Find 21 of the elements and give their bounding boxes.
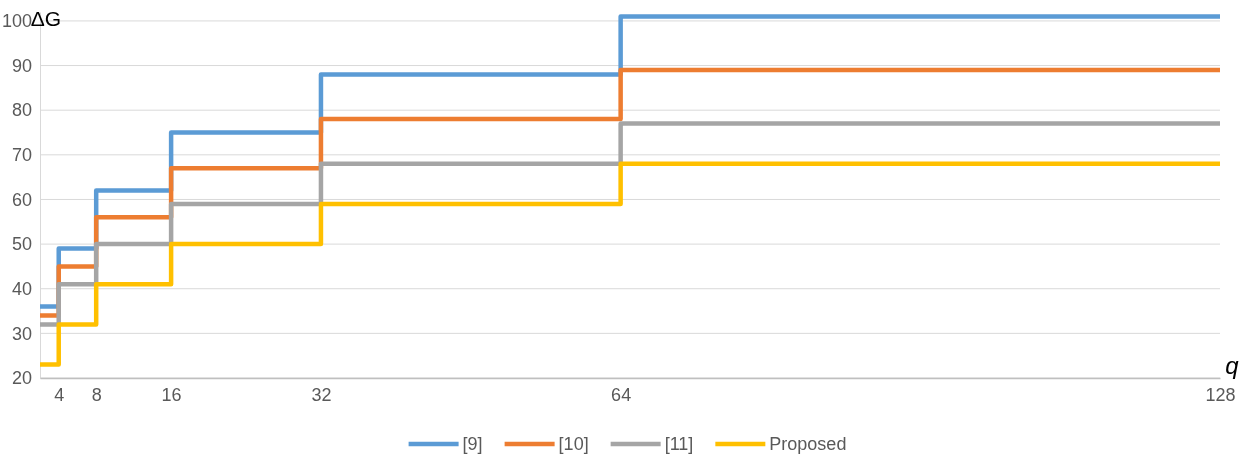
y-tick-label: 20 xyxy=(11,368,32,389)
y-tick-label: 30 xyxy=(11,323,32,344)
x-tick-label: 128 xyxy=(1205,384,1236,405)
x-axis-title: q xyxy=(1225,352,1240,379)
y-tick-label: 50 xyxy=(11,234,32,255)
y-tick-label: 40 xyxy=(11,278,32,299)
y-axis-title: ΔG xyxy=(30,7,62,30)
y-tick-label: 100 xyxy=(1,11,32,32)
x-tick-label: 64 xyxy=(611,384,632,405)
legend-label: [11] xyxy=(664,434,694,454)
legend-label: [10] xyxy=(558,434,589,454)
x-tick-label: 4 xyxy=(54,384,65,405)
x-tick-label: 16 xyxy=(161,384,182,405)
y-tick-label: 60 xyxy=(11,189,32,210)
y-tick-label: 90 xyxy=(11,55,32,76)
y-tick-label: 80 xyxy=(11,100,32,121)
legend-label: Proposed xyxy=(769,434,847,454)
legend-label: [9] xyxy=(462,434,483,454)
y-tick-label: 70 xyxy=(11,145,32,166)
x-tick-label: 8 xyxy=(91,384,102,405)
x-tick-label: 32 xyxy=(311,384,332,405)
